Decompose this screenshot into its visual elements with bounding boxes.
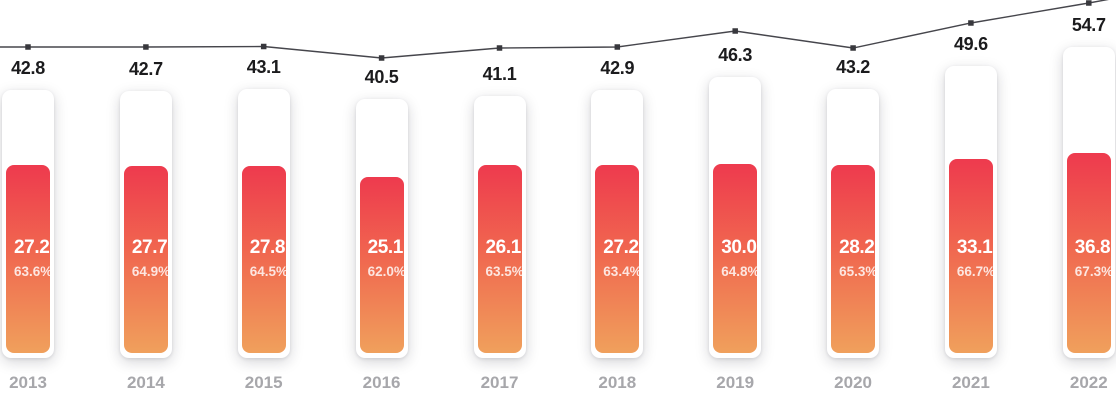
value-bar — [713, 164, 758, 353]
bar-group-2018: 42.9 27.2 63.4% 2018 — [591, 0, 644, 400]
total-bar — [119, 90, 172, 358]
total-value-label: 43.1 — [246, 57, 281, 77]
bar-group-2019: 46.3 30.0 64.8% 2019 — [709, 0, 762, 400]
total-bar — [944, 66, 997, 358]
bar-group-2017: 41.1 26.1 63.5% 2017 — [473, 0, 526, 400]
value-label: 27.2 — [603, 237, 639, 258]
year-label: 2019 — [716, 373, 755, 392]
percent-label: 63.6% — [14, 264, 53, 279]
bar-group-2021: 49.6 33.1 66.7% 2021 — [944, 0, 997, 400]
value-bar — [241, 166, 286, 353]
year-label: 2013 — [9, 373, 47, 392]
value-label: 27.7 — [131, 237, 168, 258]
total-value-label: 46.3 — [718, 45, 753, 65]
value-bar — [595, 165, 640, 353]
value-label: 26.1 — [485, 237, 522, 258]
bar-group-2014: 42.7 27.7 64.9% 2014 — [119, 0, 172, 400]
percent-label: 64.9% — [131, 264, 171, 279]
value-label: 27.8 — [249, 237, 286, 258]
total-bar — [827, 89, 880, 358]
total-bar — [1062, 47, 1115, 358]
total-bar — [591, 89, 644, 358]
value-bar — [831, 165, 876, 353]
bar-group-2022: 54.7 36.8 67.3% 2022 — [1062, 0, 1115, 400]
year-label: 2022 — [1069, 373, 1108, 392]
value-label: 33.1 — [956, 237, 993, 258]
total-value-label: 40.5 — [364, 66, 399, 87]
value-label: 27.2 — [14, 237, 50, 258]
total-value-label: 49.6 — [953, 34, 988, 54]
value-bar — [359, 177, 404, 353]
total-value-label: 43.2 — [836, 57, 871, 77]
percent-label: 63.4% — [603, 264, 642, 279]
year-label: 2020 — [834, 373, 872, 392]
percent-label: 66.7% — [956, 264, 996, 279]
percent-label: 64.5% — [249, 264, 288, 279]
total-bar — [709, 77, 762, 358]
value-bar — [948, 159, 993, 353]
value-label: 30.0 — [721, 237, 757, 258]
total-value-label: 42.8 — [11, 58, 45, 78]
bar-group-2015: 43.1 27.8 64.5% 2015 — [237, 0, 290, 400]
bar-group-2020: 43.2 28.2 65.3% 2020 — [827, 0, 880, 400]
percent-label: 62.0% — [367, 264, 406, 279]
total-value-label: 41.1 — [482, 64, 517, 84]
total-bar — [473, 96, 526, 358]
year-label: 2015 — [244, 373, 283, 392]
total-value-label: 42.7 — [128, 58, 163, 79]
year-label: 2018 — [598, 373, 637, 392]
year-label: 2017 — [480, 373, 519, 392]
value-bar — [1066, 153, 1111, 353]
value-label: 25.1 — [367, 237, 404, 258]
total-value-label: 54.7 — [1071, 15, 1106, 35]
percent-label: 64.8% — [721, 264, 760, 279]
value-label: 36.8 — [1074, 237, 1111, 258]
total-bar — [355, 98, 408, 358]
year-label: 2016 — [362, 373, 401, 392]
total-bar — [237, 89, 290, 358]
percent-label: 65.3% — [839, 264, 878, 279]
value-bar — [123, 166, 168, 353]
value-label: 28.2 — [839, 237, 875, 258]
percent-label: 67.3% — [1074, 264, 1114, 279]
value-bar — [477, 165, 522, 353]
year-label: 2021 — [951, 373, 990, 392]
year-label: 2014 — [126, 373, 165, 392]
bar-group-2016: 40.5 25.1 62.0% 2016 — [355, 0, 408, 400]
bar-group-2013: 42.8 27.2 63.6% 2013 — [2, 0, 54, 400]
value-bar — [6, 165, 50, 353]
total-bar — [2, 90, 54, 358]
total-value-label: 42.9 — [600, 57, 635, 78]
percent-label: 63.5% — [485, 264, 524, 279]
